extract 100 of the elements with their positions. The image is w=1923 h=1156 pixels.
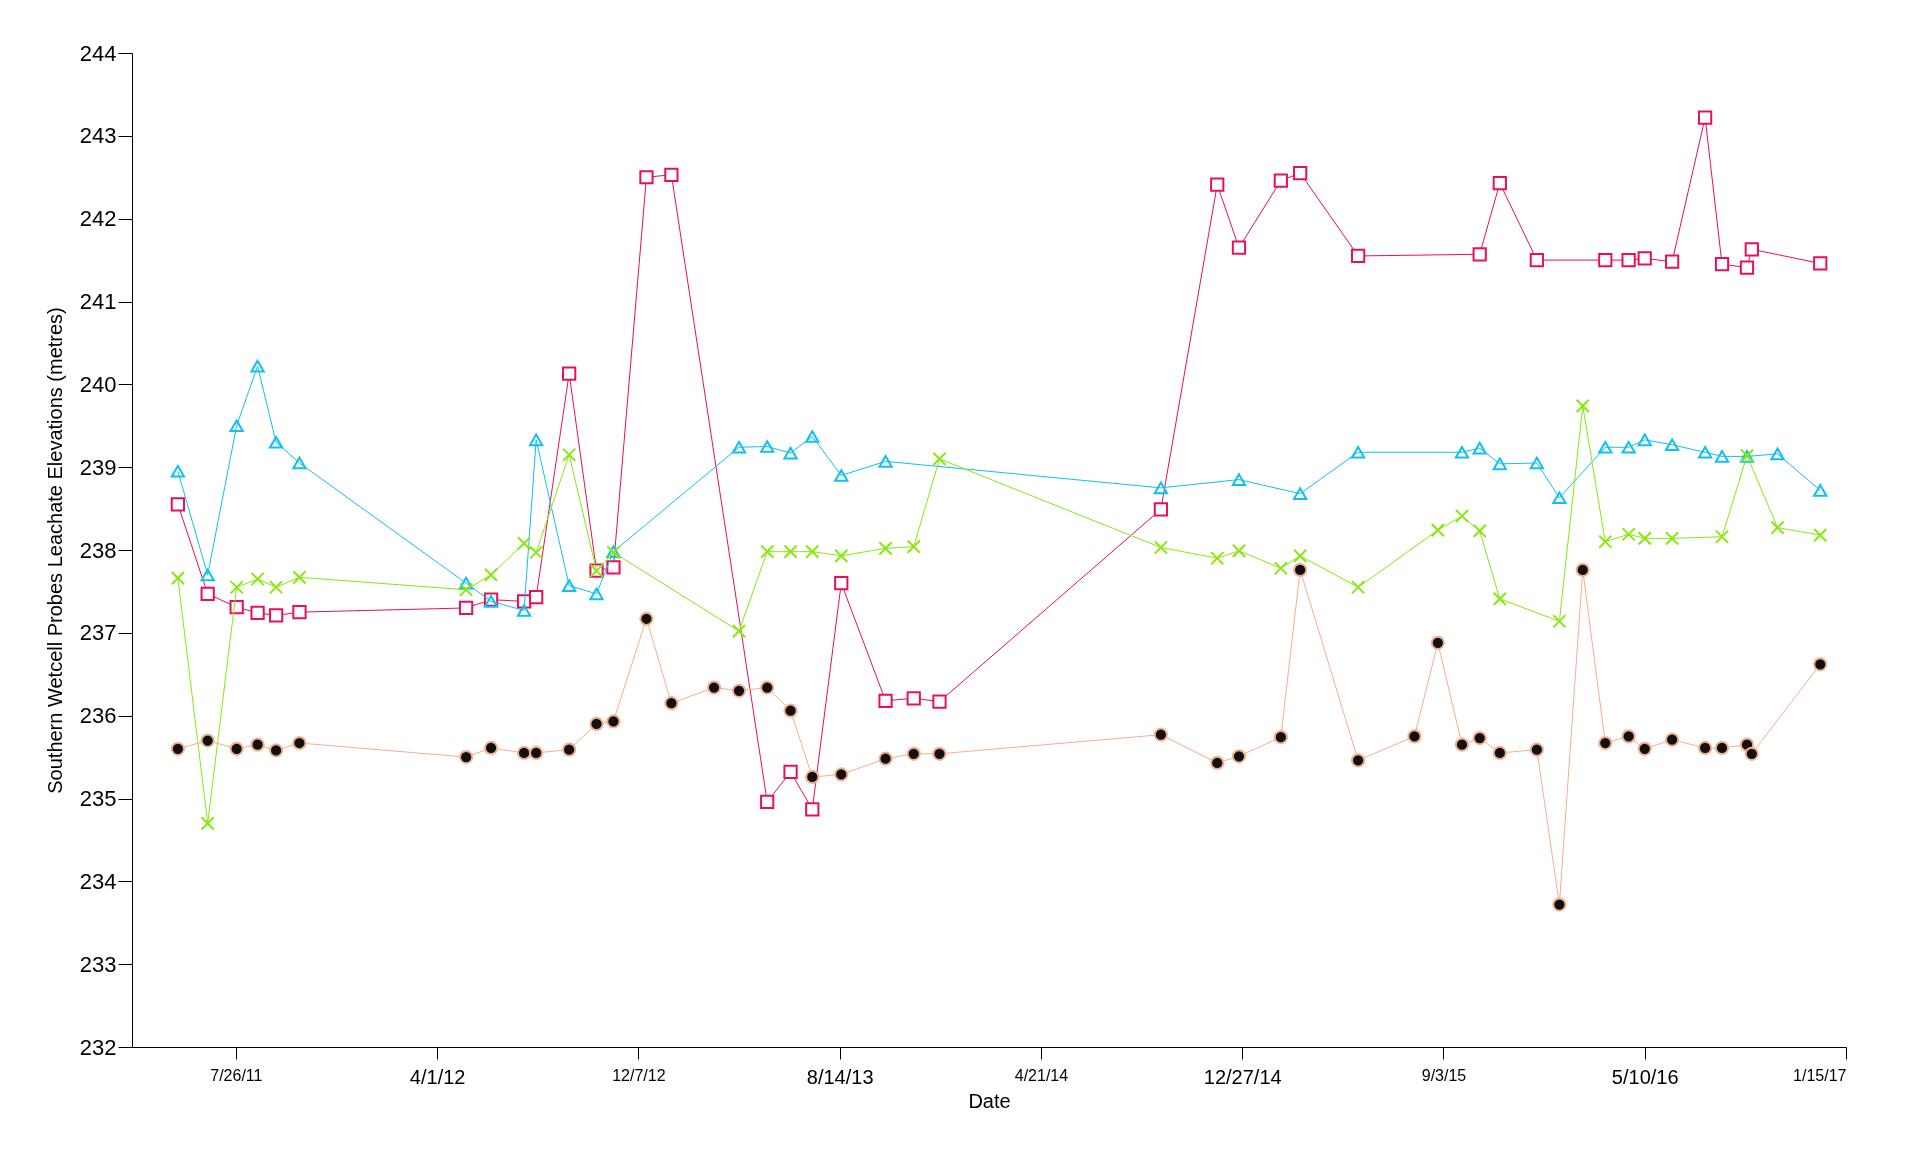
point — [458, 749, 474, 765]
point — [1664, 254, 1680, 269]
point — [1231, 543, 1247, 558]
point — [1529, 456, 1544, 470]
point — [1351, 248, 1366, 264]
point — [292, 456, 307, 470]
point — [783, 703, 798, 718]
point — [1472, 730, 1487, 746]
point — [1492, 745, 1507, 761]
point — [1472, 247, 1487, 262]
y-tick-label: 238 — [79, 537, 117, 563]
point — [529, 590, 544, 605]
point — [170, 571, 186, 586]
point — [1430, 523, 1445, 538]
point — [1273, 561, 1288, 576]
point — [731, 440, 747, 454]
point — [1621, 729, 1636, 744]
x-axis-title: Date — [968, 1089, 1011, 1112]
point — [805, 430, 820, 443]
point — [1744, 242, 1759, 257]
point — [932, 451, 947, 467]
y-tick-label: 234 — [79, 868, 117, 894]
point — [1210, 551, 1225, 566]
point — [606, 560, 621, 575]
point — [1529, 252, 1544, 268]
point — [292, 735, 307, 751]
x-tick-label: 12/27/14 — [1203, 1065, 1282, 1088]
point — [878, 693, 893, 708]
point — [1454, 508, 1470, 524]
point — [1744, 746, 1759, 761]
point — [760, 794, 775, 809]
point — [516, 745, 532, 761]
point — [639, 170, 654, 185]
point — [878, 455, 893, 468]
point — [1637, 741, 1652, 756]
point — [1664, 531, 1680, 546]
y-axis-title: Southern Wetcell Probes Leachate Elevations (metres) — [43, 307, 66, 794]
point — [292, 605, 307, 620]
x-tick-label: 4/1/12 — [409, 1065, 466, 1088]
point — [805, 544, 820, 559]
point — [562, 366, 577, 381]
point — [1407, 729, 1422, 744]
x-tick-label: 9/3/15 — [1421, 1066, 1467, 1084]
x-tick-label: 4/21/14 — [1014, 1066, 1069, 1084]
x-tick-label: 12/7/12 — [612, 1066, 666, 1084]
point — [1351, 753, 1366, 768]
point — [1813, 527, 1828, 543]
point — [1273, 730, 1288, 745]
point — [1210, 755, 1225, 770]
point — [1621, 527, 1636, 542]
point — [1621, 252, 1636, 268]
point — [878, 751, 893, 766]
point — [1598, 440, 1613, 454]
point — [1273, 173, 1288, 188]
point — [783, 446, 798, 460]
point — [906, 691, 921, 706]
point — [760, 440, 775, 453]
point — [1231, 749, 1247, 764]
point — [200, 816, 215, 831]
point — [1231, 473, 1247, 486]
point — [1598, 252, 1613, 268]
point — [1697, 445, 1713, 459]
point — [1492, 175, 1507, 191]
point — [1430, 635, 1445, 650]
point — [458, 576, 474, 590]
point — [1351, 445, 1366, 459]
point — [1598, 534, 1613, 549]
point — [1664, 438, 1680, 452]
x-tick-label: 1/15/17 — [1793, 1066, 1847, 1084]
point — [229, 580, 244, 595]
point — [1153, 727, 1169, 742]
point — [1529, 742, 1544, 757]
y-tick-label: 241 — [79, 289, 117, 314]
point — [170, 741, 186, 756]
point — [834, 576, 849, 591]
y-tick-label: 242 — [79, 206, 117, 232]
point — [1552, 614, 1567, 629]
point — [1575, 398, 1590, 413]
point — [250, 737, 265, 752]
point — [1770, 447, 1785, 461]
point — [1472, 441, 1487, 455]
y-tick-label: 240 — [79, 371, 117, 397]
point — [1637, 531, 1652, 546]
point — [250, 571, 265, 587]
point — [268, 743, 284, 758]
point — [529, 745, 544, 761]
point — [932, 694, 947, 709]
point — [562, 579, 577, 592]
point — [834, 548, 849, 563]
point — [483, 567, 499, 582]
point — [1454, 737, 1470, 752]
point — [1813, 484, 1828, 497]
point — [516, 604, 532, 617]
point — [589, 716, 604, 732]
point — [1697, 110, 1713, 125]
point — [170, 497, 186, 512]
y-tick-label: 243 — [79, 123, 117, 149]
point — [664, 167, 679, 182]
point — [250, 605, 265, 621]
y-tick-label: 244 — [79, 40, 117, 66]
